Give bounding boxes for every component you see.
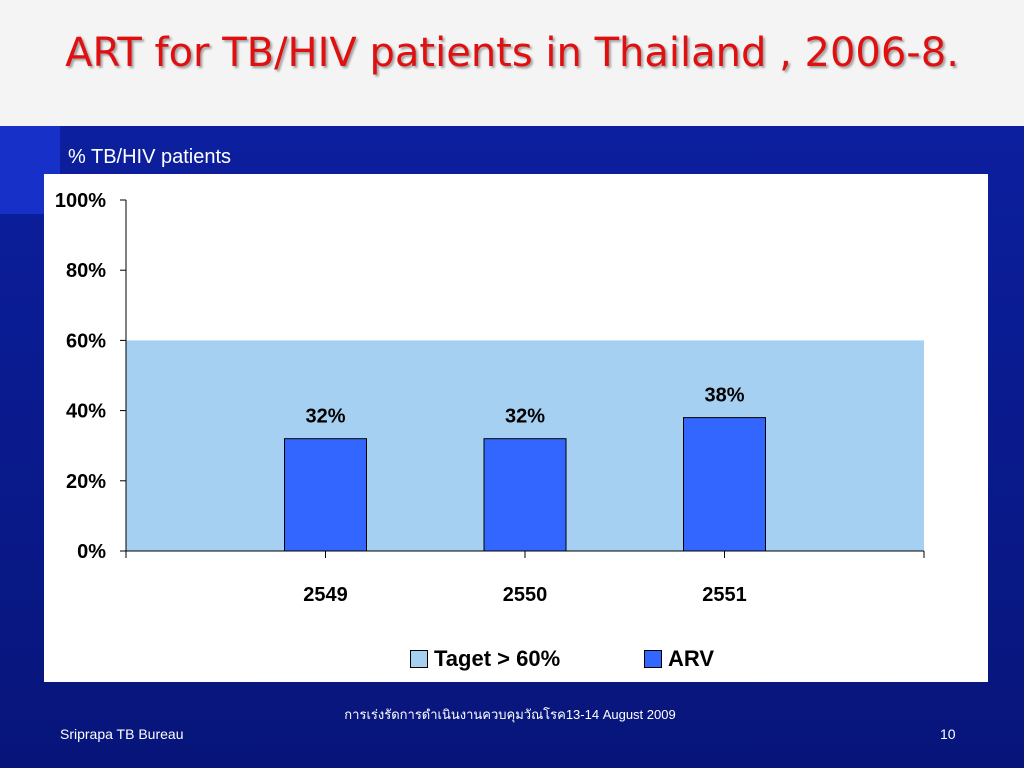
bar-chart: 0% 20% 40% 60% 80% 100% 32% 2549 32% 2550 38% 2551 <box>55 190 925 606</box>
y-axis-title: % TB/HIV patients <box>68 146 232 168</box>
legend-swatch-target <box>410 650 428 668</box>
chart-panel: 0% 20% 40% 60% 80% 100% 32% 2549 32% 2550 38% 2551 <box>44 174 988 682</box>
y-tick-label: 100% <box>55 190 106 212</box>
y-tick-label: 80% <box>66 260 106 282</box>
slide-title: ART for TB/HIV patients in Thailand , 20… <box>65 30 959 76</box>
y-tick-label: 40% <box>66 401 106 423</box>
bar-value-label: 38% <box>704 385 744 407</box>
y-tick-label: 20% <box>66 471 106 493</box>
x-category-label: 2549 <box>303 584 348 606</box>
bar-arv <box>683 417 766 552</box>
legend-label-arv: ARV <box>668 646 715 671</box>
bar-arv <box>284 438 367 552</box>
legend-item-arv: ARV <box>644 646 714 672</box>
legend-swatch-arv <box>644 650 662 668</box>
x-category-label: 2550 <box>503 584 548 606</box>
bar-value-label: 32% <box>305 406 345 428</box>
bar-value-label: 32% <box>505 406 545 428</box>
legend-label-target: Taget > 60% <box>434 646 561 671</box>
y-tick-label: 60% <box>66 330 106 352</box>
footer-event: การเร่งรัดการดำเนินงานควบคุมวัณโรค13-14 … <box>344 707 676 722</box>
title-band <box>0 0 1024 126</box>
footer-author: Sriprapa TB Bureau <box>60 726 184 742</box>
slide-number: 10 <box>940 726 956 742</box>
x-category-label: 2551 <box>702 584 747 606</box>
bar-arv <box>483 438 567 552</box>
legend-item-target: Taget > 60% <box>410 646 560 672</box>
y-tick-label: 0% <box>77 541 106 563</box>
